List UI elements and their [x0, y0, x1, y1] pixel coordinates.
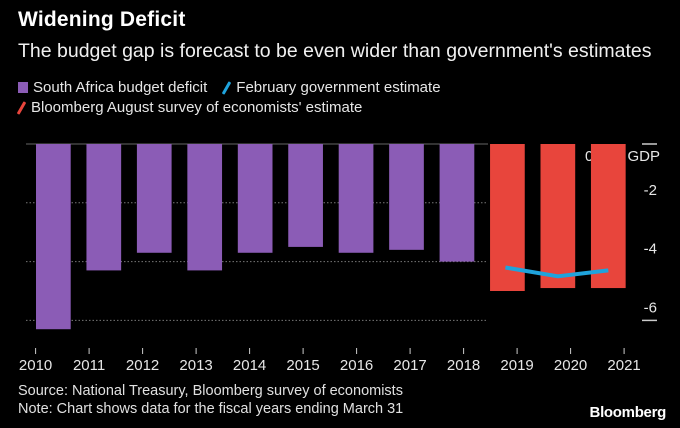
bar-2013 [187, 144, 223, 271]
bar-2016 [338, 144, 374, 253]
bar-2011 [86, 144, 122, 271]
chart-title: Widening Deficit [18, 8, 186, 31]
bloomberg-logo: Bloomberg [589, 404, 667, 421]
x-tick-label: 2019 [500, 357, 533, 374]
x-tick-label: 2021 [607, 357, 640, 374]
bar-2018 [439, 144, 475, 262]
x-tick-label: 2017 [393, 357, 426, 374]
bar-2015 [288, 144, 323, 247]
legend-row-2: Bloomberg August survey of economists' e… [16, 99, 363, 116]
x-tick-label: 2018 [447, 357, 480, 374]
bar-2017 [389, 144, 424, 250]
chart-subtitle: The budget gap is forecast to be even wi… [18, 40, 652, 62]
x-tick-label: 2012 [126, 357, 159, 374]
legend-label-survey-estimate: Bloomberg August survey of economists' e… [31, 99, 363, 116]
footnote: Note: Chart shows data for the fiscal ye… [18, 401, 404, 417]
x-tick-label: 2011 [73, 357, 105, 374]
x-tick-label: 2016 [340, 357, 373, 374]
bar-2012 [136, 144, 172, 253]
bar-2010 [36, 144, 71, 330]
legend-swatch-deficit [18, 82, 28, 93]
bar-2020 [540, 144, 576, 289]
legend-label-deficit: South Africa budget deficit [33, 79, 208, 96]
x-tick-label: 2010 [19, 357, 52, 374]
legend-label-government-estimate: February government estimate [236, 79, 441, 96]
y-tick-label: -4 [644, 241, 657, 258]
x-tick-label: 2014 [233, 357, 266, 374]
x-tick-label: 2013 [179, 357, 212, 374]
source-note: Source: National Treasury, Bloomberg sur… [18, 383, 403, 399]
x-tick-label: 2015 [286, 357, 319, 374]
legend-row-1: South Africa budget deficit February gov… [18, 79, 441, 96]
y-tick-label: -2 [644, 182, 657, 199]
y-tick-label: -6 [644, 299, 657, 316]
bar-2014 [237, 144, 273, 253]
x-tick-label: 2020 [554, 357, 587, 374]
bar-2021 [590, 144, 626, 289]
